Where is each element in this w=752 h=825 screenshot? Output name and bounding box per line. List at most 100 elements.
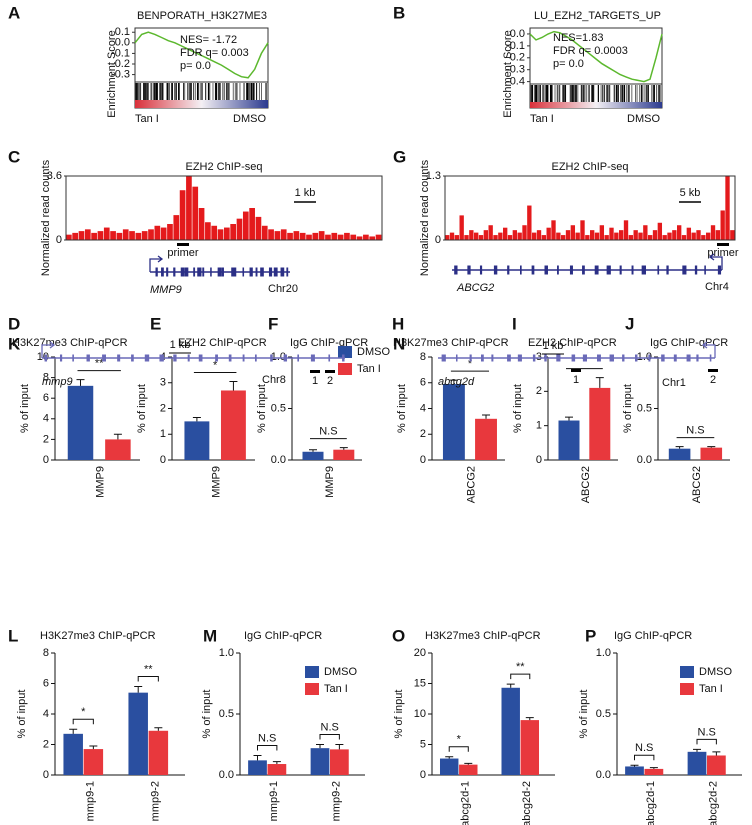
- x-tick-label: abcg2d-1: [460, 781, 472, 825]
- significance-label: *: [457, 734, 462, 746]
- bar: [105, 439, 131, 460]
- error-bar: [69, 728, 78, 734]
- signal-bar: [478, 235, 484, 240]
- significance-label: *: [81, 706, 86, 718]
- rank-colorbar: [530, 102, 662, 108]
- exon: [202, 267, 205, 277]
- exon: [173, 354, 177, 362]
- exon: [493, 265, 498, 275]
- panel-letter: L: [8, 626, 18, 645]
- bar: [589, 387, 611, 460]
- signal-bar: [363, 234, 369, 240]
- exon: [102, 354, 106, 362]
- y-axis-label: Enrichment Score: [502, 30, 514, 117]
- legend-swatch: [680, 683, 694, 695]
- exon: [517, 354, 522, 362]
- error-bar: [675, 446, 684, 449]
- tss-arrow: [149, 255, 164, 272]
- signal-bar: [638, 232, 643, 240]
- exon: [193, 267, 196, 277]
- panel-letter: M: [203, 626, 217, 645]
- exon: [221, 267, 224, 277]
- tss-arrow: [708, 253, 723, 270]
- error-bar: [154, 727, 163, 731]
- exon: [297, 354, 300, 362]
- signal-bar: [129, 231, 135, 240]
- signal-bar: [672, 230, 677, 240]
- error-bar: [630, 764, 639, 767]
- signal-bar: [135, 232, 142, 240]
- significance-label: *: [213, 359, 218, 371]
- significance-bracket: [72, 718, 94, 725]
- error-bar: [316, 744, 324, 749]
- track-frame: [65, 175, 383, 241]
- exon: [180, 267, 185, 277]
- panel-letter: P: [585, 626, 596, 645]
- x-tick-label: MMP9: [210, 466, 222, 498]
- panel-letter: E: [150, 314, 161, 333]
- y-tick-label: 0.1: [115, 26, 130, 38]
- exon: [328, 354, 331, 362]
- legend-swatch: [305, 683, 319, 695]
- significance-label: *: [582, 356, 587, 368]
- signal-bar: [556, 232, 561, 240]
- legend-label: Tan I: [324, 683, 348, 695]
- chart-title: EZH2 ChIP-qPCR: [528, 337, 617, 349]
- legend-label: Tan I: [357, 363, 381, 375]
- exon: [531, 265, 535, 275]
- significance-bracket: [510, 673, 531, 680]
- y-axis-label: % of input: [136, 384, 148, 433]
- bar: [220, 390, 246, 460]
- signal-bar: [710, 225, 716, 240]
- exon: [709, 354, 712, 362]
- y-tick-label: -0.2: [506, 52, 525, 64]
- y-tick-label: 5: [420, 738, 426, 750]
- exon: [270, 354, 273, 362]
- signal-bar: [167, 224, 173, 240]
- chart-title: LU_EZH2_TARGETS_UP: [534, 10, 661, 22]
- signal-bar: [299, 232, 306, 240]
- bar: [459, 764, 478, 775]
- exon: [556, 354, 561, 362]
- gene-name: abcg2d: [438, 376, 475, 388]
- y-tick-label: 8: [43, 647, 49, 659]
- y-tick-label: 1: [160, 428, 166, 440]
- y-tick-label: 0.5: [637, 402, 652, 414]
- right-label: DMSO: [627, 113, 660, 125]
- signal-bar: [575, 232, 580, 240]
- gene-name: mmp9: [42, 376, 73, 388]
- exon: [117, 354, 121, 362]
- legend-swatch: [680, 666, 694, 678]
- exon: [622, 354, 625, 362]
- y-tick-label: 8: [43, 372, 49, 384]
- y-tick-label: 1.0: [596, 647, 611, 659]
- exon: [717, 265, 722, 275]
- panel-letter: I: [512, 314, 517, 333]
- primer-mark: [571, 369, 581, 372]
- error-bar: [482, 414, 491, 419]
- exon: [210, 267, 212, 277]
- signal-bar: [657, 222, 663, 240]
- error-bar: [192, 417, 201, 422]
- signal-bar: [706, 232, 711, 240]
- x-tick-label: MMP9: [324, 466, 336, 498]
- signal-bar: [103, 227, 110, 240]
- significance-label: N.S: [258, 732, 276, 744]
- panel-letter: O: [392, 626, 405, 645]
- gene-name: ABCG2: [456, 282, 494, 294]
- exon: [532, 354, 536, 362]
- primer-label: 2: [710, 374, 716, 386]
- signal-bar: [454, 235, 460, 240]
- signal-bar: [66, 234, 72, 240]
- y-tick-label: -0.3: [111, 68, 130, 80]
- exon: [666, 265, 669, 275]
- y-tick-label: 1.0: [637, 351, 652, 363]
- exon: [469, 354, 472, 362]
- y-tick-label: 0.0: [271, 454, 286, 466]
- bar: [439, 758, 459, 775]
- error-bar: [134, 686, 143, 693]
- signal-bar: [242, 211, 249, 240]
- y-tick-label: 0.0: [115, 37, 130, 49]
- exon: [187, 354, 190, 362]
- signal-bar: [585, 235, 590, 240]
